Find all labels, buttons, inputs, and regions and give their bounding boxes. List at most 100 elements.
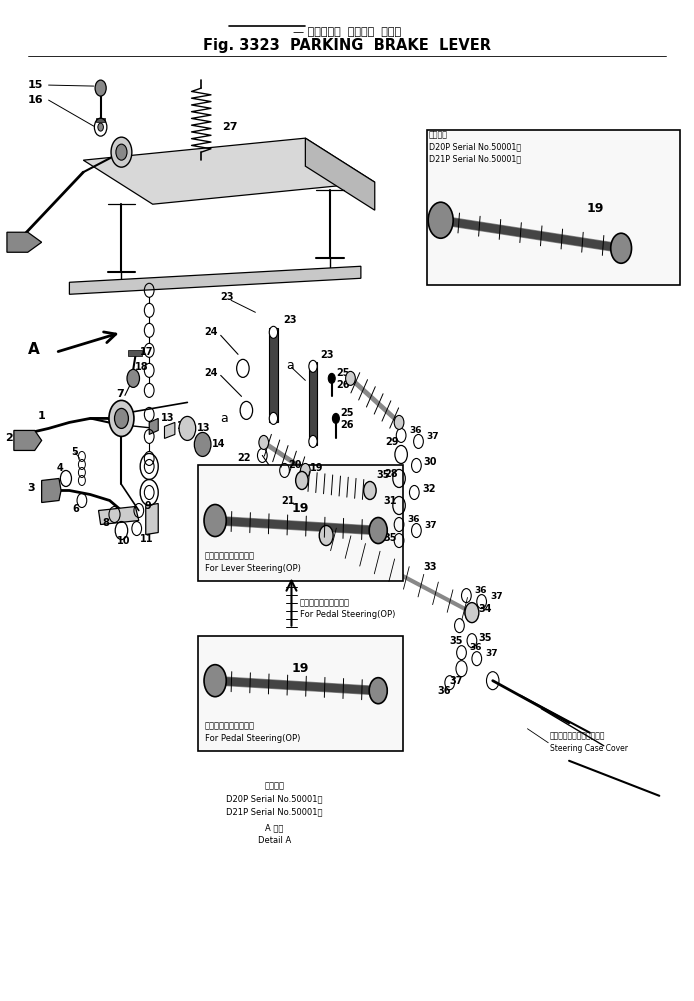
Text: D21P Serial No.50001～: D21P Serial No.50001～	[429, 155, 521, 163]
Polygon shape	[42, 478, 61, 503]
Text: ペダルステアリング用: ペダルステアリング用	[205, 722, 255, 730]
Text: 35: 35	[384, 533, 397, 543]
Text: 12: 12	[177, 421, 190, 431]
Text: 36: 36	[409, 426, 422, 434]
Polygon shape	[7, 232, 42, 252]
Polygon shape	[149, 418, 158, 434]
Text: 30: 30	[423, 457, 437, 467]
Text: 32: 32	[422, 484, 435, 494]
Circle shape	[301, 463, 310, 477]
Circle shape	[204, 505, 226, 537]
Text: 1: 1	[38, 411, 46, 421]
Text: 適用号機: 適用号機	[429, 131, 448, 139]
Circle shape	[115, 408, 128, 428]
Polygon shape	[146, 504, 158, 535]
Polygon shape	[99, 507, 139, 525]
Text: 37: 37	[450, 676, 463, 686]
Text: スチアリングケースカバー: スチアリングケースカバー	[550, 732, 605, 740]
Circle shape	[269, 412, 278, 424]
Text: 37: 37	[490, 593, 502, 601]
Text: a: a	[221, 412, 228, 424]
Text: 33: 33	[423, 562, 437, 572]
Circle shape	[328, 373, 335, 383]
Circle shape	[369, 518, 387, 544]
Circle shape	[116, 144, 127, 160]
Text: Detail A: Detail A	[257, 837, 291, 845]
Text: 13: 13	[197, 423, 210, 433]
Text: 7: 7	[117, 389, 124, 399]
Circle shape	[332, 413, 339, 423]
Text: 6: 6	[73, 504, 80, 514]
Circle shape	[95, 80, 106, 96]
Text: 24: 24	[205, 368, 218, 378]
Text: ペダルステアリング用: ペダルステアリング用	[300, 599, 350, 607]
Bar	[198, 636, 403, 751]
Circle shape	[204, 665, 226, 697]
Text: 17: 17	[140, 347, 153, 357]
Circle shape	[259, 435, 269, 449]
Polygon shape	[69, 266, 361, 294]
Text: 23: 23	[320, 350, 333, 360]
Text: 9: 9	[144, 500, 151, 511]
Text: For Pedal Steering(OP): For Pedal Steering(OP)	[300, 611, 395, 619]
Bar	[198, 465, 403, 581]
Circle shape	[611, 233, 632, 263]
Text: 14: 14	[212, 439, 226, 449]
Circle shape	[296, 471, 308, 489]
Text: 4: 4	[57, 463, 64, 473]
Circle shape	[111, 137, 132, 167]
Text: 3: 3	[28, 483, 35, 493]
Text: 10: 10	[117, 536, 130, 546]
Polygon shape	[164, 422, 175, 438]
Text: 35: 35	[479, 633, 492, 643]
Text: 18: 18	[135, 362, 149, 372]
Text: D20P Serial No.50001～: D20P Serial No.50001～	[429, 143, 521, 151]
Text: 8: 8	[103, 518, 110, 528]
Circle shape	[309, 435, 317, 447]
Text: 19: 19	[586, 202, 604, 214]
Text: A 詳細: A 詳細	[265, 824, 283, 832]
Circle shape	[364, 481, 376, 499]
Text: D20P Serial No.50001～: D20P Serial No.50001～	[226, 795, 323, 803]
Text: 31: 31	[384, 495, 397, 506]
Text: A: A	[28, 342, 40, 356]
Circle shape	[109, 400, 134, 436]
Circle shape	[346, 371, 355, 385]
Polygon shape	[96, 118, 105, 122]
Text: 19: 19	[291, 663, 309, 675]
Text: 適用号機: 適用号機	[264, 782, 284, 790]
Text: 26: 26	[340, 420, 353, 430]
Polygon shape	[305, 138, 375, 210]
Text: 20: 20	[289, 460, 302, 470]
Text: 13: 13	[161, 413, 174, 423]
Text: a: a	[286, 359, 294, 371]
Text: 25: 25	[336, 368, 349, 378]
Circle shape	[309, 360, 317, 372]
Text: 37: 37	[427, 432, 439, 440]
Circle shape	[394, 415, 404, 429]
Polygon shape	[83, 138, 375, 204]
Circle shape	[465, 603, 479, 623]
Text: 37: 37	[425, 522, 437, 530]
Polygon shape	[14, 430, 42, 450]
Text: Fig. 3323  PARKING  BRAKE  LEVER: Fig. 3323 PARKING BRAKE LEVER	[203, 38, 491, 52]
Text: 36: 36	[470, 644, 482, 652]
Text: D21P Serial No.50001～: D21P Serial No.50001～	[226, 808, 323, 816]
Text: 11: 11	[140, 534, 153, 544]
Circle shape	[319, 526, 333, 546]
Text: 23: 23	[221, 292, 234, 302]
Text: 23: 23	[283, 315, 296, 325]
Text: 29: 29	[385, 437, 398, 447]
Text: 35: 35	[450, 636, 463, 646]
Circle shape	[428, 202, 453, 238]
Circle shape	[194, 432, 211, 456]
Text: 21: 21	[281, 495, 294, 506]
Text: 22: 22	[237, 453, 251, 463]
Text: 36: 36	[475, 587, 487, 595]
Text: 27: 27	[222, 122, 237, 132]
Text: 25: 25	[340, 408, 353, 418]
Circle shape	[179, 416, 196, 440]
Text: 15: 15	[28, 80, 43, 90]
Text: Steering Case Cover: Steering Case Cover	[550, 745, 627, 753]
Text: 26: 26	[336, 380, 349, 390]
